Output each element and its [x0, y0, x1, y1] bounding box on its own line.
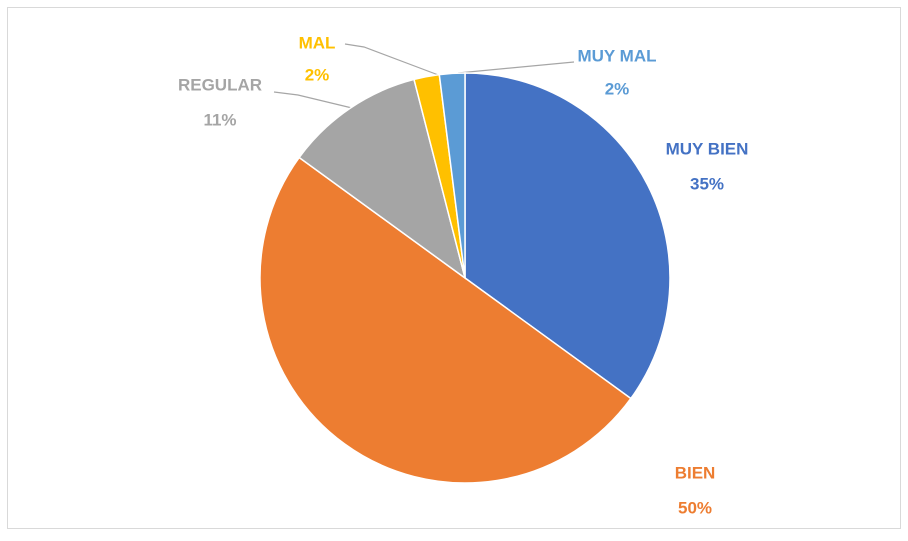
- slice-value-label: 50%: [678, 498, 712, 517]
- slice-value-label: 2%: [605, 79, 630, 98]
- pie-slice: [259, 156, 632, 484]
- leader-line: [273, 91, 353, 109]
- slice-label: BIEN: [675, 463, 716, 482]
- slice-label: REGULAR: [178, 75, 262, 94]
- slice-label: MAL: [299, 33, 336, 52]
- leader-line: [457, 61, 575, 74]
- slice-label: MUY MAL: [577, 46, 656, 65]
- slice-label: MUY BIEN: [666, 139, 749, 158]
- slice-value-label: 35%: [690, 174, 724, 193]
- pie-slice: [298, 78, 467, 280]
- pie-slice: [464, 72, 671, 400]
- slice-value-label: 2%: [305, 65, 330, 84]
- pie-slice: [438, 72, 466, 279]
- pie: [259, 72, 671, 484]
- data-labels: MUY BIEN 35% BIEN 50% REGULAR 11% MAL 2% MUY MAL…: [178, 33, 748, 517]
- slice-value-label: 11%: [203, 110, 236, 129]
- leader-line: [344, 43, 442, 77]
